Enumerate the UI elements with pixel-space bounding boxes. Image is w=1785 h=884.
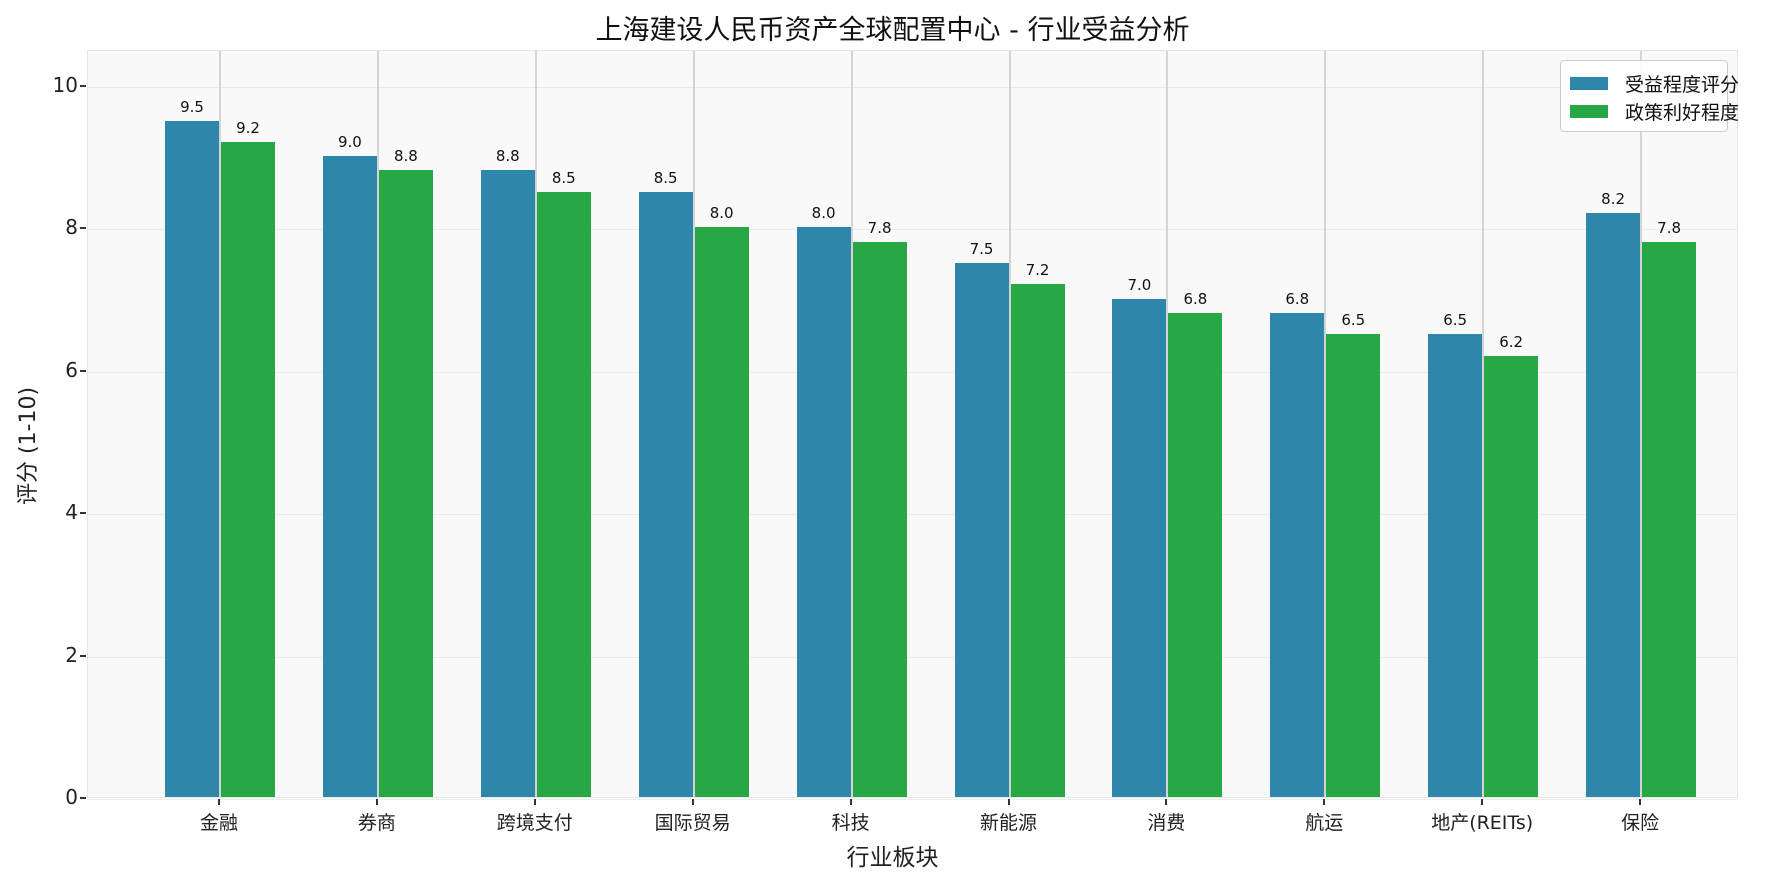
x-tick-mark [533,799,536,805]
x-tick-label: 新能源 [979,812,1037,834]
v-gridline [692,51,695,797]
bar-value-label: 6.8 [1285,289,1310,308]
bar-policy-score [1010,284,1065,797]
x-tick-mark [849,799,852,805]
x-tick-label: 券商 [357,812,396,834]
bar-value-label: 7.8 [867,218,892,237]
bar-value-label: 6.5 [1341,311,1366,330]
x-tick-label: 保险 [1621,812,1660,834]
bar-value-label: 9.2 [236,118,260,137]
legend-label: 受益程度评分 [1625,73,1740,96]
bar-value-label: 9.0 [337,133,362,152]
legend-item-benefit: 受益程度评分 [1570,71,1740,96]
y-tick-label: 2 [65,642,78,667]
x-tick-label: 地产(REITs) [1431,812,1534,834]
bar-value-label: 8.8 [495,147,520,166]
bar-value-label: 8.2 [1601,190,1626,209]
h-gridline [88,229,1737,231]
bar-benefit-score [322,156,377,797]
bar-value-label: 7.5 [969,240,994,258]
bar-value-label: 7.0 [1127,275,1152,294]
bar-value-label: 8.0 [811,204,836,223]
legend-item-policy: 政策利好程度 [1570,99,1740,124]
legend-swatch-policy [1570,104,1608,118]
bar-policy-score [694,227,749,797]
y-tick-label: 10 [52,73,78,97]
bar-value-label: 7.8 [1657,218,1682,237]
bar-value-label: 8.5 [551,168,576,187]
v-gridline [1166,51,1169,797]
bar-benefit-score [1586,213,1641,797]
h-gridline [88,87,1737,88]
bar-benefit-score [638,191,693,797]
x-tick-label: 科技 [831,812,870,834]
v-gridline [1482,51,1485,797]
x-tick-mark [1007,799,1010,805]
plot-area: 9.5 9.2 9.0 8.8 8.8 8.5 8.5 8.0 8.0 7.8 7.5 7.2 7.0 6… [87,50,1738,800]
bar-policy-score [1326,334,1381,797]
h-gridline [88,799,1737,800]
legend-swatch-benefit [1570,76,1608,90]
x-tick-mark [1481,799,1484,805]
bar-value-label: 8.5 [653,168,678,187]
bar-benefit-score [1270,312,1325,797]
bar-value-label: 6.5 [1443,311,1468,330]
bar-value-label: 8.8 [393,147,418,166]
x-tick-mark [375,799,378,805]
bar-value-label: 6.8 [1183,289,1208,308]
v-gridline [534,51,537,797]
bar-benefit-score [796,227,851,797]
bar-policy-score [378,170,433,797]
bar-value-label: 7.2 [1025,261,1050,280]
x-tick-mark [1639,799,1642,805]
x-tick-label: 国际贸易 [654,812,731,834]
bar-benefit-score [1112,298,1167,797]
y-tick-label: 8 [65,215,78,240]
bar-policy-score [1168,312,1223,797]
legend-label: 政策利好程度 [1625,101,1740,124]
bar-policy-score [536,191,591,797]
v-gridline [1640,51,1643,797]
v-gridline [376,51,379,797]
v-gridline [219,51,221,797]
bar-policy-score [1642,241,1697,797]
x-tick-mark [218,799,220,805]
bar-value-label: 8.0 [709,204,734,223]
x-tick-mark [1323,799,1326,805]
bar-policy-score [1484,355,1539,797]
x-tick-label: 航运 [1305,812,1344,834]
bar-benefit-score [954,263,1009,797]
bar-value-label: 6.2 [1499,332,1524,351]
bar-benefit-score [1428,334,1483,797]
y-tick-label: 4 [65,500,78,525]
y-tick-mark [80,85,86,87]
y-tick-mark [80,512,86,515]
y-tick-mark [80,369,86,372]
y-tick-label: 6 [65,357,78,382]
x-tick-label: 跨境支付 [496,812,573,834]
bar-benefit-score [165,120,219,797]
bar-benefit-score [480,170,535,797]
y-tick-mark [80,227,86,230]
y-tick-mark [80,654,86,657]
y-tick-mark [80,797,86,799]
y-axis-label: 评分 (1-10) [16,386,41,506]
chart-title: 上海建设人民币资产全球配置中心 - 行业受益分析 [595,15,1190,46]
y-tick-label: 0 [65,785,78,809]
x-tick-mark [1165,799,1168,805]
h-gridline [88,514,1737,516]
legend: 受益程度评分 政策利好程度 [1560,60,1739,132]
h-gridline [88,656,1737,658]
h-gridline [88,371,1737,373]
v-gridline [850,51,853,797]
x-tick-label: 金融 [199,812,238,834]
bar-value-label: 9.5 [180,97,204,116]
x-tick-mark [691,799,694,805]
x-axis-label: 行业板块 [846,845,939,871]
bar-policy-score [852,241,907,797]
v-gridline [1324,51,1327,797]
x-tick-label: 消费 [1147,812,1186,834]
v-gridline [1008,51,1011,797]
bar-policy-score [221,141,275,797]
